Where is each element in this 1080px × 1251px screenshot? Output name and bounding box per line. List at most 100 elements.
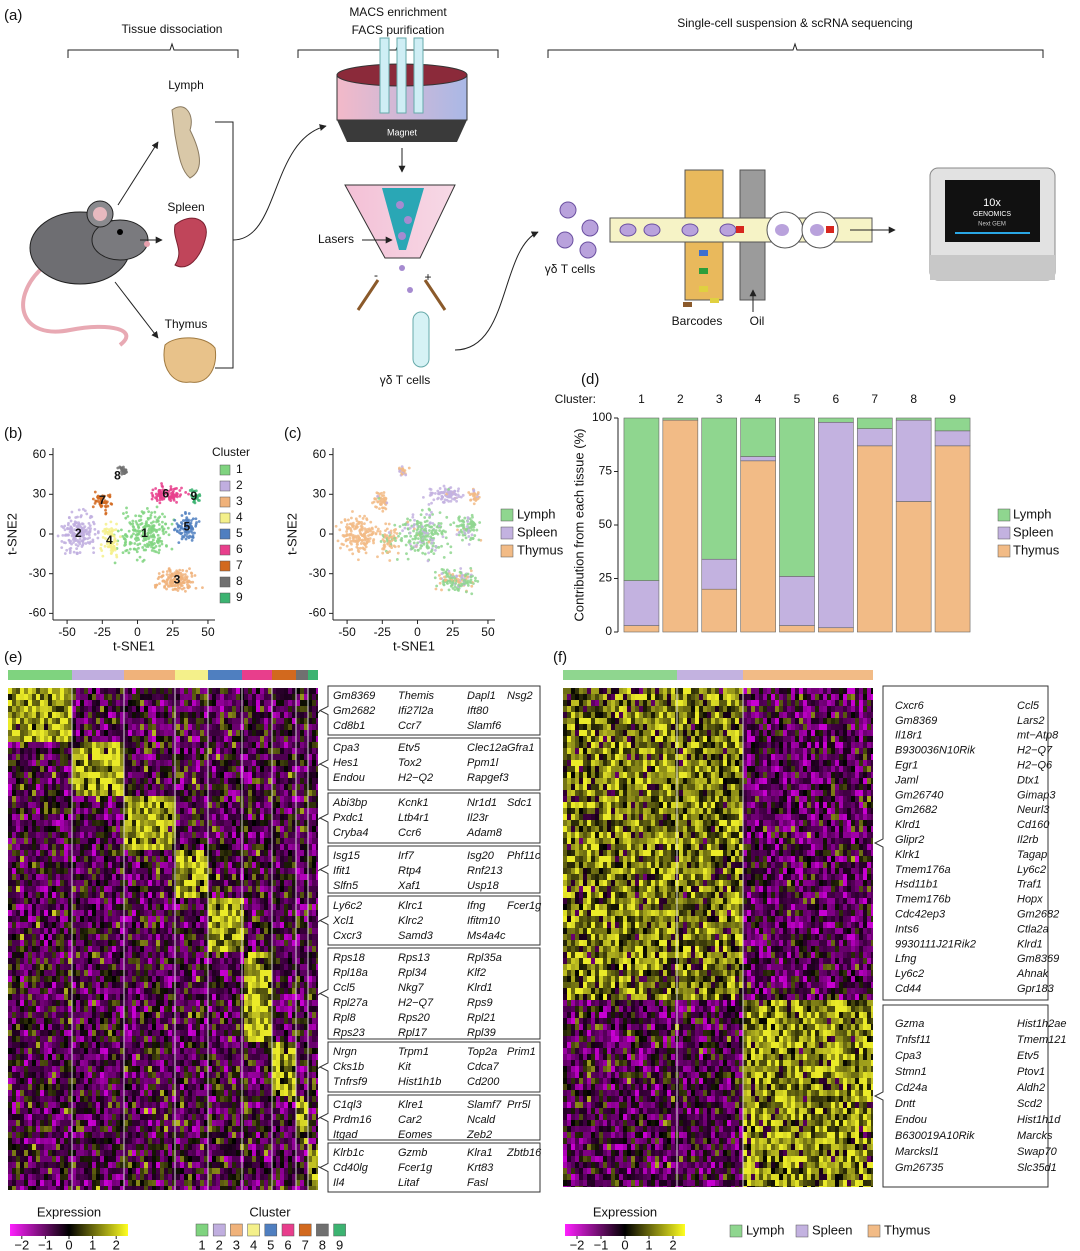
cell-point	[449, 523, 453, 527]
cell-point	[473, 534, 477, 537]
heatmap-cell	[180, 748, 184, 754]
heatmap-cell	[268, 724, 272, 730]
heatmap-cell	[232, 700, 236, 706]
heatmap-cell	[132, 712, 136, 718]
heatmap-cell	[156, 886, 160, 892]
heatmap-cell	[280, 706, 284, 712]
cell-point	[160, 540, 164, 543]
heatmap-cell	[100, 856, 104, 862]
heatmap-cell	[256, 742, 260, 748]
heatmap-cell	[144, 904, 148, 910]
heatmap-cell	[288, 850, 292, 856]
heatmap-cell	[228, 886, 232, 892]
heatmap-cell	[40, 862, 44, 868]
heatmap-cell	[304, 880, 308, 886]
heatmap-cell	[156, 814, 160, 820]
heatmap-cell	[300, 832, 304, 838]
cell-point	[381, 509, 385, 513]
heatmap-cell	[184, 868, 188, 874]
heatmap-cell	[252, 838, 256, 844]
cell-point	[423, 524, 427, 528]
cell-point	[176, 525, 180, 529]
heatmap-cell	[104, 766, 108, 772]
heatmap-cell	[124, 904, 128, 910]
heatmap-cell	[176, 724, 180, 730]
heatmap-cell	[88, 712, 92, 718]
heatmap-cell	[100, 730, 104, 736]
heatmap-cell	[260, 820, 264, 826]
heatmap-cell	[224, 850, 228, 856]
heatmap-cell	[224, 730, 228, 736]
heatmap-cell	[44, 838, 48, 844]
heatmap-cell	[212, 700, 216, 706]
cell-point	[364, 551, 368, 555]
cell-point	[92, 551, 96, 555]
heatmap-cell	[180, 742, 184, 748]
heatmap-cell	[20, 886, 24, 892]
x-tick-label: -25	[94, 625, 112, 639]
heatmap-cell	[112, 910, 116, 916]
heatmap-cell	[288, 742, 292, 748]
heatmap-cell	[56, 868, 60, 874]
cell-point	[376, 529, 380, 533]
cell-point	[407, 540, 411, 544]
cell-point	[145, 507, 149, 510]
cell-point	[107, 528, 111, 531]
y-axis-label: Contribution from each tissue (%)	[571, 429, 586, 622]
heatmap-cell	[264, 742, 268, 748]
heatmap-cell	[48, 754, 52, 760]
cell-point	[372, 500, 376, 504]
heatmap-cell	[16, 844, 20, 850]
heatmap-cell	[116, 700, 120, 706]
heatmap-cell	[176, 730, 180, 736]
cell-point	[93, 501, 97, 505]
heatmap-cell	[236, 796, 240, 802]
heatmap-cell	[96, 850, 100, 856]
heatmap-cell	[184, 694, 188, 700]
heatmap-cell	[260, 700, 264, 706]
cell-point	[477, 538, 481, 542]
heatmap-cell	[212, 718, 216, 724]
heatmap-cell	[200, 904, 204, 910]
cell-point	[79, 514, 83, 517]
cell-point	[110, 546, 114, 550]
cell-point	[447, 487, 450, 491]
heatmap-cell	[312, 784, 316, 790]
heatmap-cell	[184, 886, 188, 892]
heatmap-cell	[112, 706, 116, 712]
heatmap-cell	[92, 814, 96, 820]
heatmap-cell	[280, 868, 284, 874]
heatmap-cell	[276, 802, 280, 808]
cell-point	[161, 520, 164, 524]
heatmap-cell	[84, 712, 88, 718]
stream	[382, 188, 424, 250]
cell-point	[187, 512, 191, 515]
heatmap-cell	[140, 856, 144, 862]
heatmap-cell	[56, 862, 60, 868]
arrow	[114, 281, 159, 339]
heatmap-cell	[180, 826, 184, 832]
cell	[396, 201, 404, 209]
heatmap-cell	[36, 754, 40, 760]
cell-point	[64, 533, 68, 537]
heatmap-cell	[60, 724, 64, 730]
cell-point	[472, 502, 476, 506]
heatmap-cell	[192, 772, 196, 778]
heatmap-cell	[288, 910, 292, 916]
heatmap-cell	[272, 820, 276, 826]
heatmap-cell	[284, 790, 288, 796]
heatmap-cell	[164, 790, 168, 796]
cell-point	[388, 544, 392, 548]
cell-point	[182, 586, 186, 590]
heatmap-cell	[220, 826, 224, 832]
heatmap-cell	[76, 742, 80, 748]
cell-point	[157, 572, 161, 575]
heatmap-cell	[212, 712, 216, 718]
heatmap-cell	[44, 826, 48, 832]
heatmap-cell	[124, 844, 128, 850]
heatmap-cell	[132, 688, 136, 694]
heatmap-cell	[128, 862, 132, 868]
cell-point	[393, 536, 396, 540]
heatmap-cell	[84, 790, 88, 796]
